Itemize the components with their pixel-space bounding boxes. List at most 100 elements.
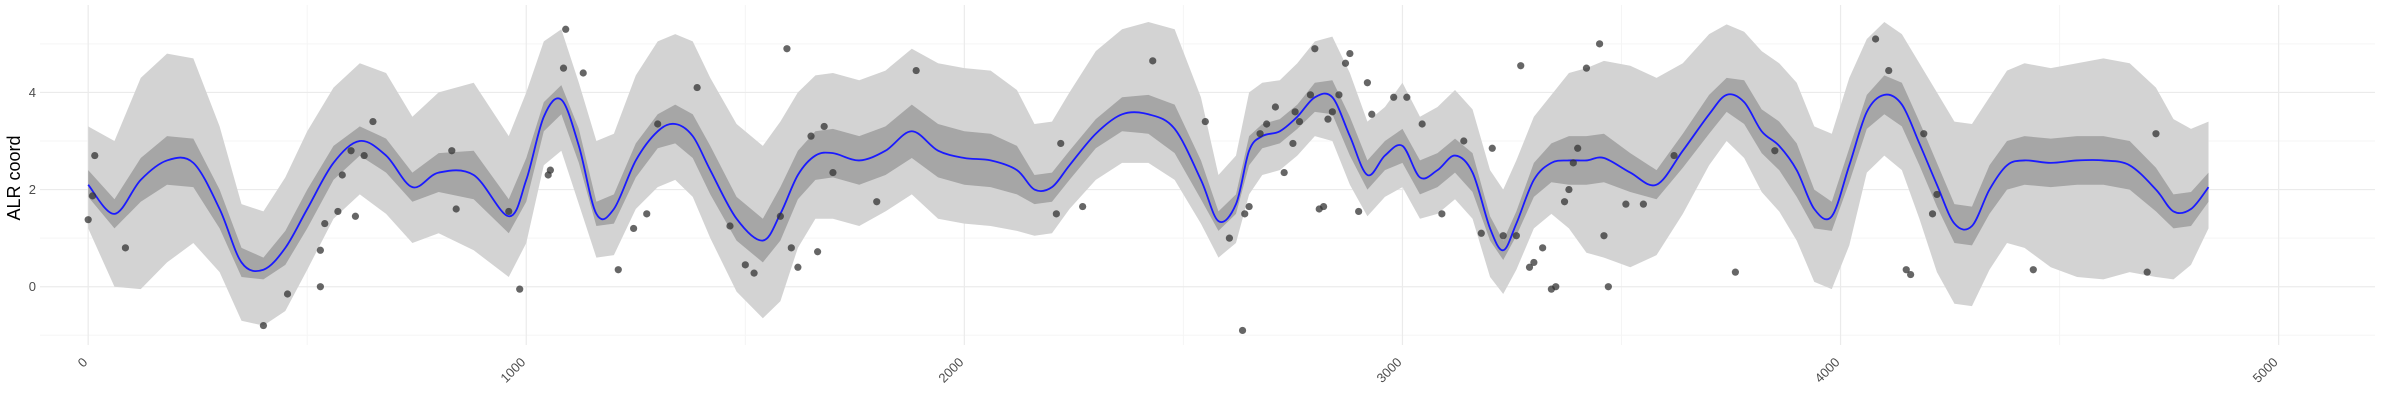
data-point	[1902, 266, 1910, 274]
data-point	[1604, 283, 1612, 291]
data-point	[1539, 244, 1547, 252]
data-point	[369, 117, 377, 126]
data-point	[1149, 57, 1157, 65]
data-point	[1460, 137, 1468, 145]
data-point	[1079, 202, 1087, 211]
data-point	[360, 151, 368, 160]
y-axis-ticks: 0 2 4	[29, 85, 36, 294]
x-tick-label: 0	[75, 355, 91, 371]
data-point	[579, 69, 587, 77]
data-point	[334, 207, 342, 216]
data-point	[1201, 117, 1209, 126]
data-point	[1306, 91, 1315, 99]
data-point	[1525, 263, 1534, 271]
data-point	[614, 266, 622, 274]
data-point	[1871, 35, 1880, 43]
data-point	[562, 25, 570, 33]
data-point	[1582, 64, 1591, 72]
data-point	[1271, 103, 1280, 111]
data-point	[1517, 62, 1525, 70]
data-point	[91, 151, 99, 160]
data-point	[1289, 139, 1297, 148]
data-point	[814, 248, 822, 256]
data-point	[2143, 268, 2151, 276]
data-point	[121, 244, 130, 252]
data-point	[1052, 210, 1060, 218]
data-point	[1295, 117, 1304, 126]
data-point	[1933, 190, 1941, 199]
data-point	[1241, 210, 1249, 218]
data-point	[1256, 130, 1264, 138]
data-point	[321, 219, 329, 228]
data-point	[1238, 326, 1247, 335]
data-point	[1341, 59, 1350, 67]
data-point	[1319, 202, 1328, 211]
data-point	[1263, 120, 1271, 128]
data-point	[1225, 234, 1234, 242]
data-point	[726, 222, 734, 230]
data-point	[750, 269, 758, 277]
data-point	[741, 261, 749, 269]
data-point	[1499, 232, 1507, 240]
data-point	[820, 122, 828, 131]
data-point	[2029, 266, 2037, 274]
data-point	[794, 263, 802, 271]
data-point	[873, 198, 881, 206]
inner-confidence-band	[88, 75, 2209, 280]
data-point	[1920, 130, 1928, 138]
data-point	[1565, 185, 1573, 194]
data-point	[338, 171, 346, 179]
y-tick-label: 0	[29, 279, 36, 294]
data-point	[1512, 232, 1520, 240]
outer-confidence-band	[88, 22, 2209, 326]
data-point	[1245, 202, 1253, 211]
data-point	[783, 45, 791, 53]
data-point	[347, 147, 355, 155]
data-point	[1928, 210, 1937, 218]
data-point	[1574, 144, 1582, 152]
data-point	[1530, 258, 1538, 267]
data-point	[283, 290, 292, 298]
data-point	[807, 132, 815, 140]
data-point	[1885, 66, 1893, 75]
data-point	[1622, 200, 1630, 208]
data-point	[316, 283, 324, 291]
data-point	[452, 205, 460, 213]
data-point	[516, 285, 524, 293]
data-point	[505, 207, 513, 216]
data-point	[1311, 45, 1319, 53]
data-point	[1639, 200, 1647, 208]
data-point	[448, 147, 456, 155]
y-tick-label: 4	[29, 85, 36, 100]
data-point	[829, 168, 837, 177]
data-point	[1355, 207, 1363, 216]
data-point	[259, 321, 268, 330]
data-point	[1324, 115, 1332, 123]
x-tick-label: 1000	[497, 355, 528, 386]
data-point	[2152, 130, 2160, 138]
data-point	[1328, 108, 1336, 116]
data-point	[1731, 268, 1739, 276]
data-point	[1771, 147, 1779, 155]
data-point	[1560, 198, 1569, 206]
data-point	[559, 64, 568, 72]
data-point	[1335, 91, 1343, 99]
data-point	[1368, 110, 1376, 118]
data-point	[1418, 120, 1426, 128]
data-point	[1438, 210, 1446, 218]
data-point	[1477, 229, 1485, 237]
data-point	[1291, 108, 1299, 116]
data-point	[776, 212, 784, 220]
data-point	[630, 224, 638, 233]
x-tick-label: 2000	[935, 355, 966, 386]
data-point	[1552, 283, 1560, 291]
data-point	[84, 216, 92, 224]
data-point	[1346, 49, 1354, 58]
data-points	[84, 25, 2160, 335]
data-point	[643, 210, 651, 218]
data-point	[88, 192, 97, 200]
data-point	[1907, 270, 1915, 279]
x-tick-label: 3000	[1374, 355, 1405, 386]
data-point	[787, 244, 795, 252]
